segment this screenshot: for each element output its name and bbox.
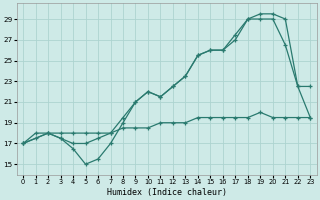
X-axis label: Humidex (Indice chaleur): Humidex (Indice chaleur) — [107, 188, 227, 197]
